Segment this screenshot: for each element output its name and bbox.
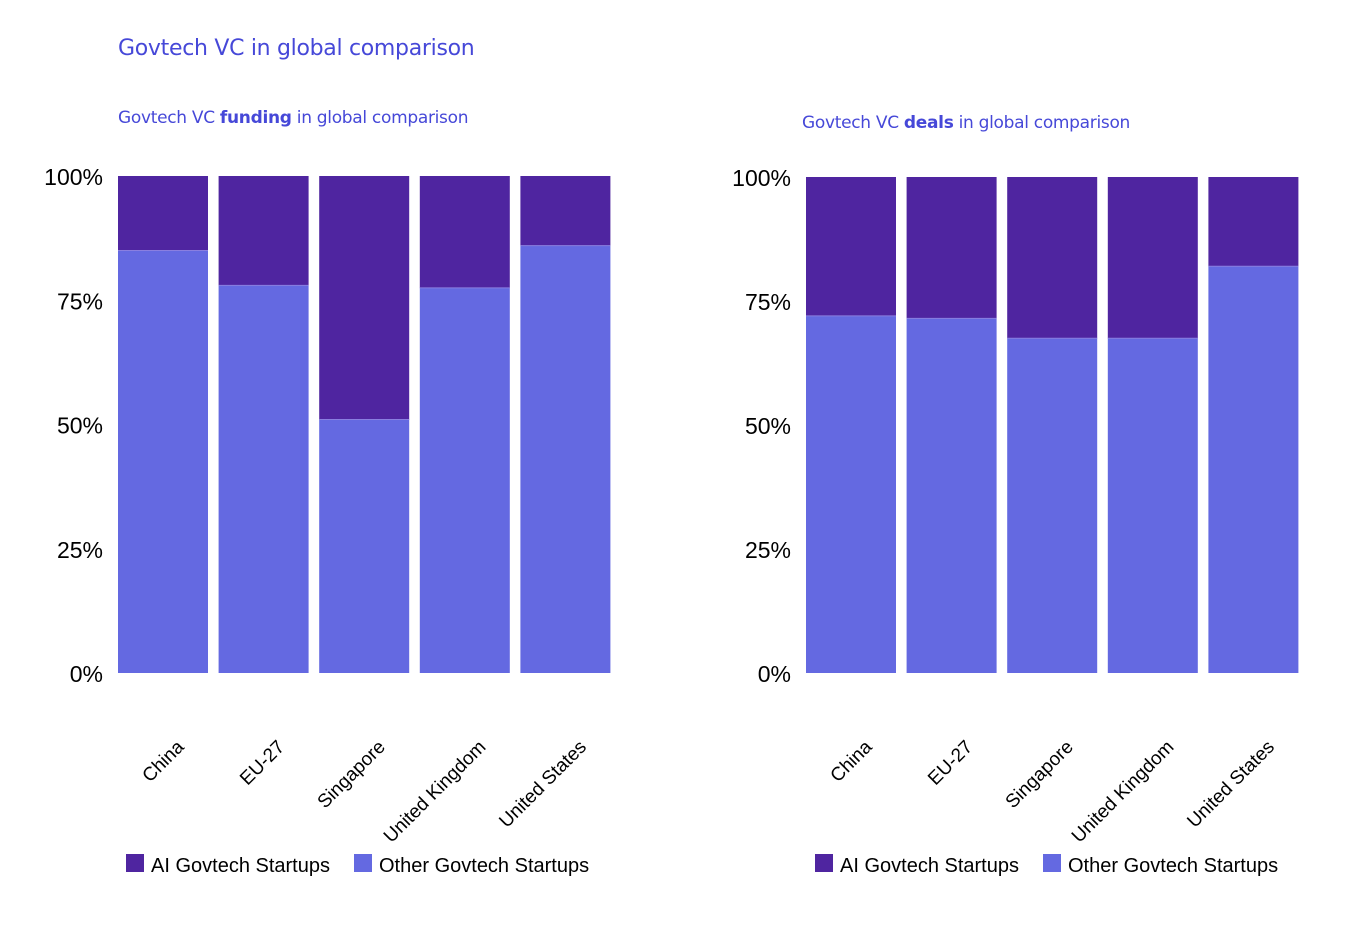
funding-title-pre: Govtech VC (118, 108, 220, 128)
deals-title-bold: deals (903, 113, 954, 133)
deals-title-post: in global comparison (953, 113, 1131, 133)
legend-label-ai: AI Govtech Startups (151, 855, 330, 877)
y-tick-label: 50% (745, 413, 791, 439)
bar-ai-china (118, 176, 208, 251)
x-tick-label: EU-27 (236, 737, 289, 790)
bar-ai-eu-27 (218, 176, 309, 286)
y-tick-label: 25% (745, 537, 791, 563)
y-tick-label: 100% (44, 164, 103, 190)
legend-item-other: Other Govtech Startups (1043, 854, 1278, 877)
legend-item-ai: AI Govtech Startups (126, 854, 330, 877)
bar-other-singapore (319, 419, 410, 673)
x-tick-label: United States (1183, 737, 1279, 833)
bar-ai-united-kingdom (419, 176, 510, 288)
y-tick-label: 50% (57, 413, 103, 439)
y-tick-label: 100% (732, 165, 791, 191)
funding-title-post: in global comparison (291, 108, 469, 128)
bar-ai-united-states (1208, 177, 1299, 267)
x-tick-label: United Kingdom (1068, 737, 1178, 847)
deals-chart-title: Govtech VC deals in global comparison (802, 113, 1130, 133)
bar-ai-eu-27 (906, 177, 997, 319)
bar-other-china (118, 250, 208, 674)
y-tick-label: 0% (70, 661, 103, 687)
bar-ai-united-states (520, 176, 611, 246)
bar-ai-singapore (319, 176, 410, 420)
x-tick-label: China (827, 736, 877, 786)
bar-other-united-kingdom (419, 287, 510, 673)
bar-other-eu-27 (906, 318, 997, 673)
page-title: Govtech VC in global comparison (118, 36, 475, 61)
bar-other-eu-27 (218, 285, 309, 673)
legend-swatch-other (1043, 854, 1061, 872)
bar-other-china (806, 315, 896, 673)
legend-label-other: Other Govtech Startups (379, 855, 589, 877)
x-tick-label: United Kingdom (380, 737, 490, 847)
y-tick-label: 75% (745, 289, 791, 315)
deals-chart: 0%25%50%75%100%China EU-27 SingaporeUnited… (732, 165, 1299, 877)
deals-title-pre: Govtech VC (802, 113, 904, 133)
x-tick-label: China (139, 736, 189, 786)
legend-swatch-other (354, 854, 372, 872)
bar-other-singapore (1007, 338, 1098, 673)
bar-ai-china (806, 177, 896, 316)
legend-swatch-ai (126, 854, 144, 872)
bar-other-united-states (520, 245, 611, 673)
funding-chart-title: Govtech VC funding in global comparison (118, 108, 469, 128)
funding-title-bold: funding (219, 108, 292, 128)
x-tick-label: Singapore (314, 737, 390, 813)
legend-label-ai: AI Govtech Startups (840, 855, 1019, 877)
bar-ai-united-kingdom (1107, 177, 1198, 339)
legend-item-ai: AI Govtech Startups (815, 854, 1019, 877)
legend-label-other: Other Govtech Startups (1068, 855, 1278, 877)
x-tick-label: United States (495, 737, 591, 833)
x-tick-label: Singapore (1002, 737, 1078, 813)
legend-item-other: Other Govtech Startups (354, 854, 589, 877)
y-tick-label: 25% (57, 537, 103, 563)
bar-other-united-states (1208, 266, 1299, 673)
y-tick-label: 75% (57, 288, 103, 314)
bar-other-united-kingdom (1107, 338, 1198, 673)
legend-swatch-ai (815, 854, 833, 872)
y-tick-label: 0% (758, 661, 791, 687)
x-tick-label: EU-27 (924, 737, 977, 790)
bar-ai-singapore (1007, 177, 1098, 339)
funding-chart: 0%25%50%75%100%China EU-27 SingaporeUnited… (44, 164, 611, 877)
